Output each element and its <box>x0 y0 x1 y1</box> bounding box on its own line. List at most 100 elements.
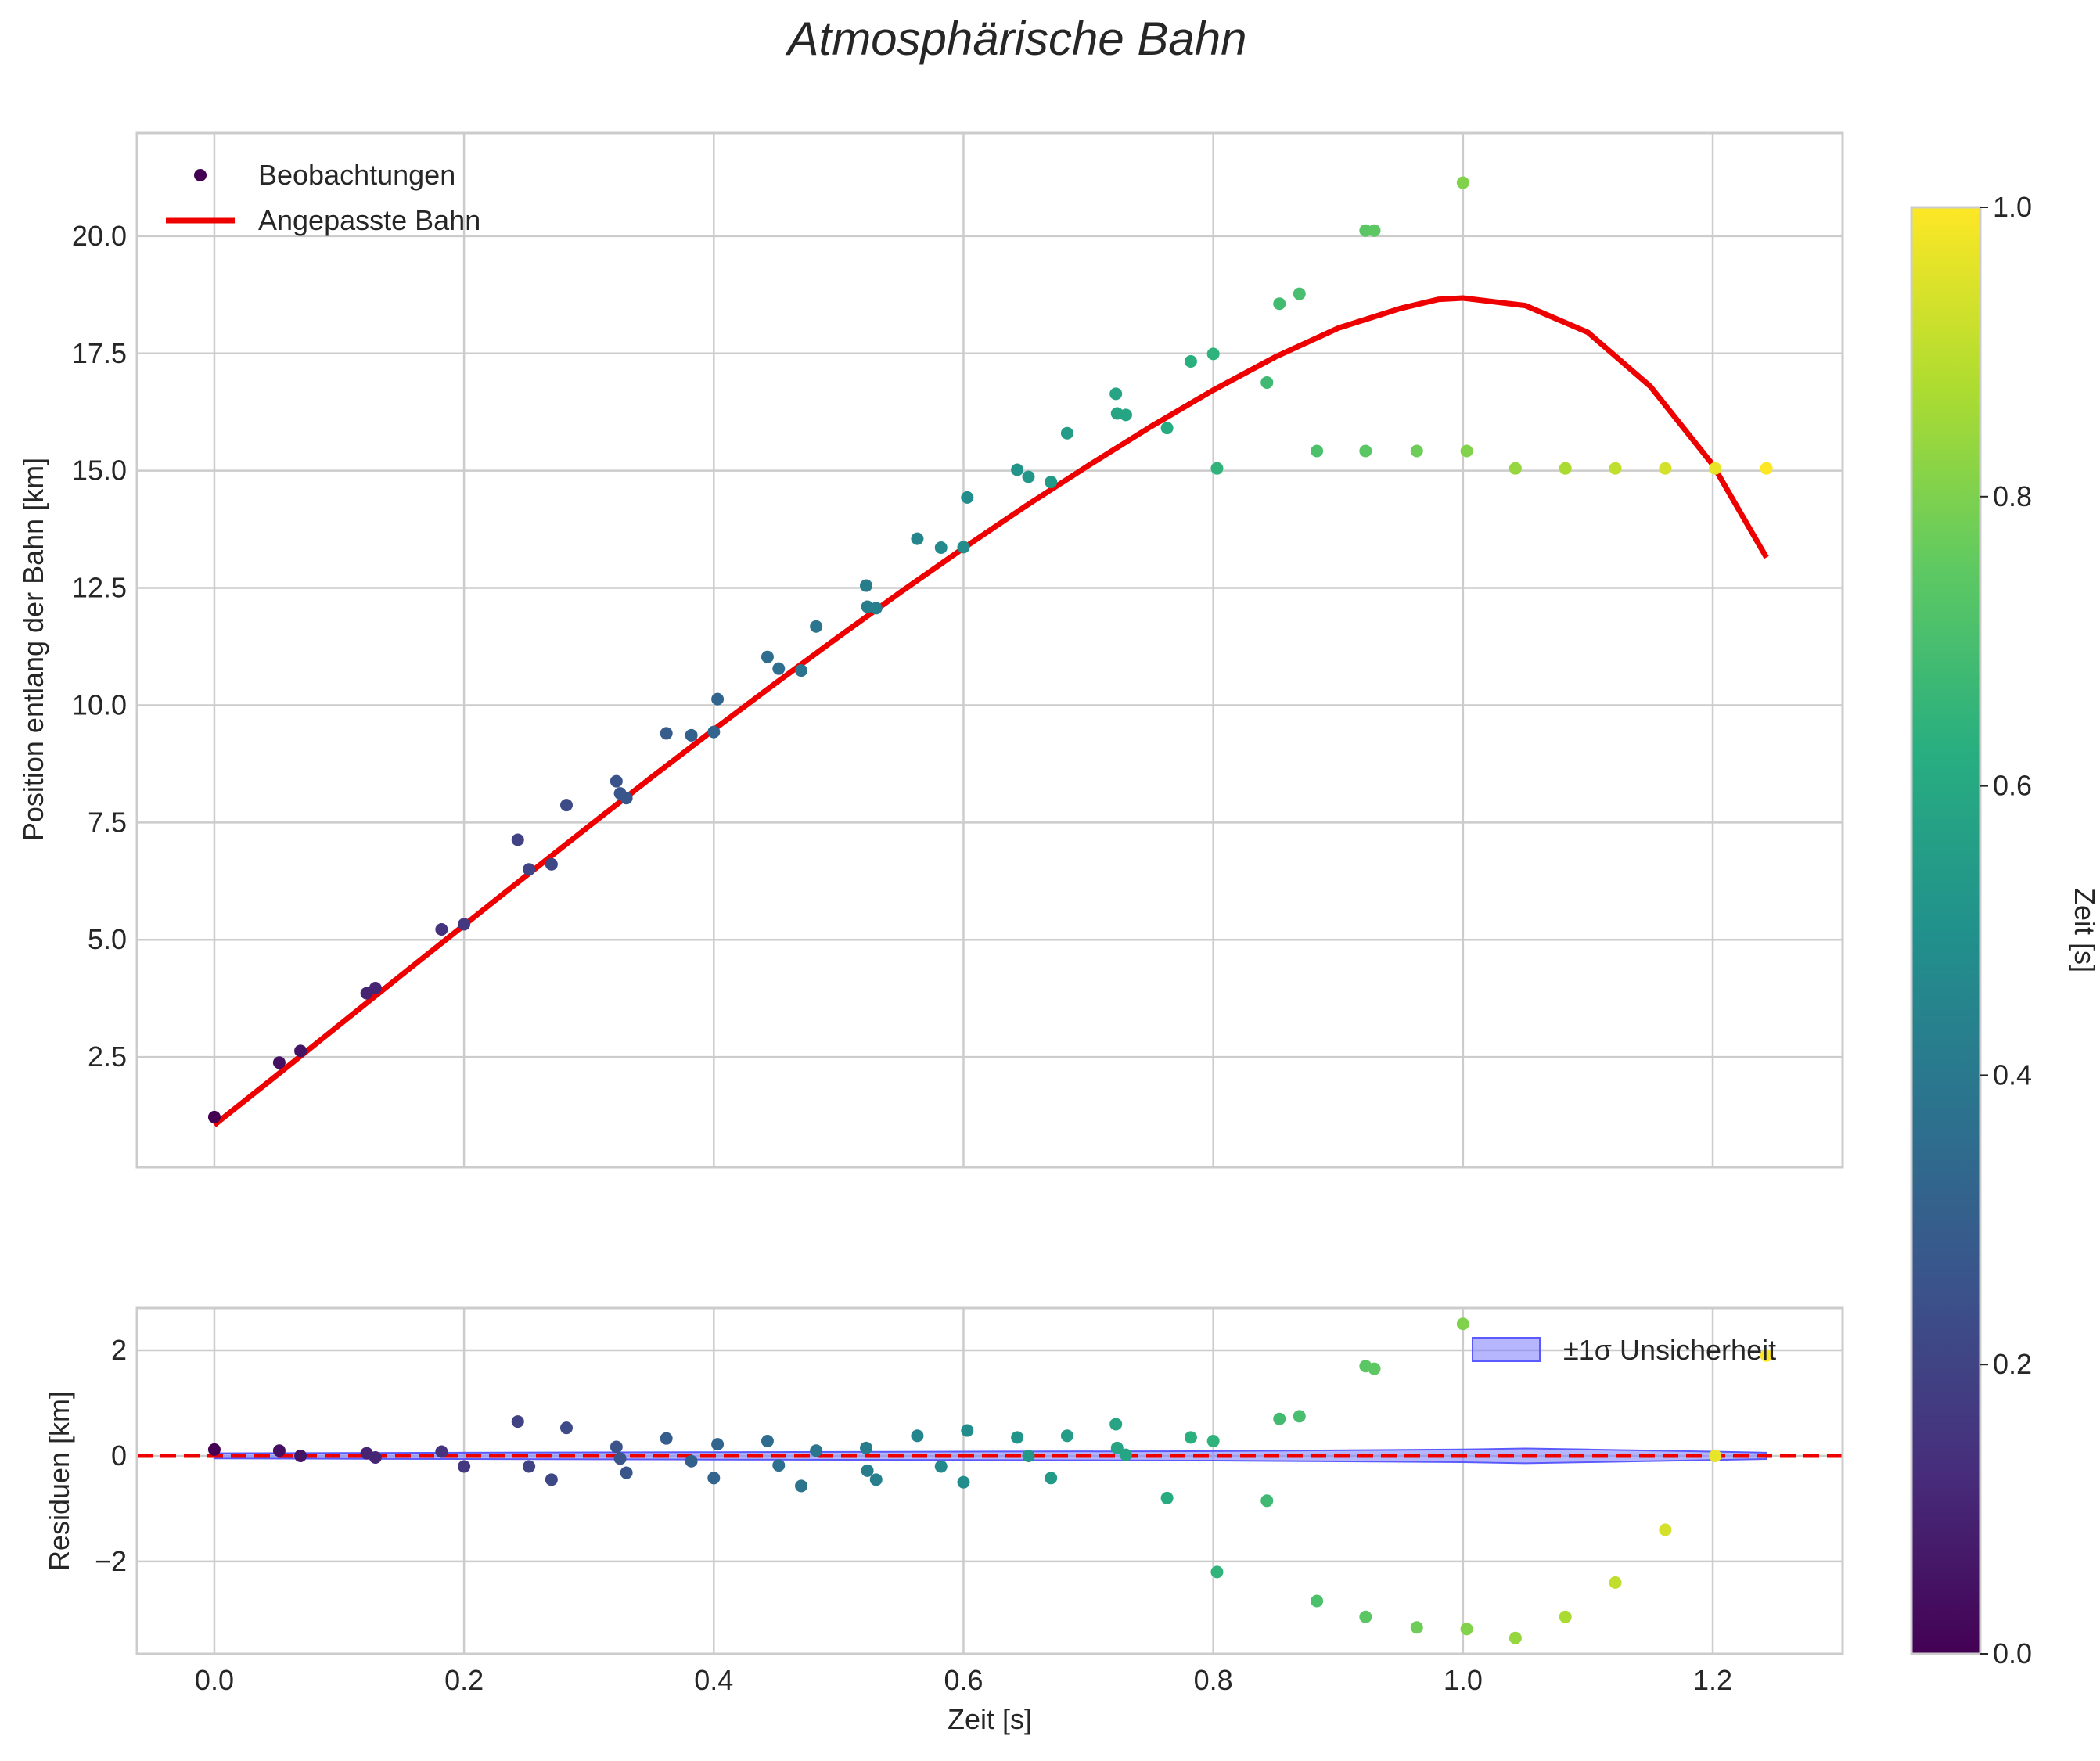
observation-point <box>523 863 536 876</box>
residual-point <box>545 1473 558 1486</box>
x-tick-label: 0.4 <box>694 1664 733 1696</box>
observation-point <box>207 1110 221 1123</box>
residual-point <box>1456 1317 1469 1331</box>
residual-point <box>559 1421 573 1435</box>
colorbar-label: Zeit [s] <box>2069 888 2100 972</box>
residual-point <box>1410 1621 1423 1634</box>
observation-point <box>1293 287 1306 300</box>
residual-y-axis-label: Residuen [km] <box>43 1391 75 1571</box>
residual-point <box>1060 1429 1073 1443</box>
residual-point <box>523 1460 536 1473</box>
main-plot-frame <box>135 131 1844 1169</box>
main-y-tick-label: 15.0 <box>72 455 127 487</box>
observation-point <box>1508 462 1522 475</box>
colorbar <box>1910 206 1982 1655</box>
residual-point <box>911 1429 924 1443</box>
x-tick-label: 1.2 <box>1693 1664 1732 1696</box>
legend-label-uncertainty: ±1σ Unsicherheit <box>1563 1334 1776 1366</box>
main-y-tick-label: 2.5 <box>88 1040 127 1073</box>
colorbar-tick-label: 1.0 <box>1993 191 2032 223</box>
observation-point <box>1045 476 1058 489</box>
residual-point <box>685 1454 698 1468</box>
observation-point <box>772 662 786 675</box>
residual-point <box>1273 1412 1286 1425</box>
observation-point <box>1311 444 1324 458</box>
residual-point <box>1508 1631 1522 1644</box>
residual-point <box>1368 1362 1381 1375</box>
main-plot-grid <box>137 133 1843 1167</box>
observation-point <box>1060 426 1073 440</box>
residual-point <box>860 1441 873 1454</box>
residual-y-tick-label: −2 <box>95 1545 127 1577</box>
residual-point <box>1110 1441 1124 1454</box>
main-y-tick-label: 7.5 <box>88 806 127 838</box>
residual-point <box>711 1438 725 1451</box>
x-tick-label: 0.8 <box>1194 1664 1233 1696</box>
residual-point <box>1460 1623 1473 1636</box>
residual-point <box>1260 1494 1274 1508</box>
residual-y-tick-label: 2 <box>111 1334 127 1366</box>
observation-point <box>1022 470 1035 483</box>
observation-point <box>660 727 673 740</box>
colorbar-tick-label: 0.8 <box>1993 480 2032 512</box>
observation-point <box>610 774 623 788</box>
main-y-axis-label: Position entlang der Bahn [km] <box>17 458 49 841</box>
observation-point <box>860 579 873 592</box>
observation-point <box>1709 462 1722 475</box>
observation-point <box>810 620 823 633</box>
observation-point <box>1210 462 1224 475</box>
residual-point <box>610 1440 623 1454</box>
observation-point <box>1160 422 1174 435</box>
residual-point <box>272 1444 286 1457</box>
colorbar-tick-label: 0.2 <box>1993 1348 2032 1380</box>
observation-point <box>1456 176 1469 189</box>
residual-point <box>620 1466 633 1479</box>
observation-point <box>795 664 808 677</box>
colorbar-ticks: 0.0 0.2 0.4 0.6 0.8 1.0 <box>1980 191 2032 1669</box>
observation-point <box>1273 297 1286 311</box>
residual-point <box>1709 1449 1722 1462</box>
residual-y-tick-label: 0 <box>111 1439 127 1472</box>
residual-legend: ±1σ Unsicherheit <box>1472 1334 1776 1366</box>
observation-points <box>207 176 1773 1123</box>
main-y-tick-label: 10.0 <box>72 688 127 721</box>
x-tick-label: 0.2 <box>444 1664 484 1696</box>
observation-point <box>435 923 448 936</box>
main-y-tick-label: 20.0 <box>72 220 127 252</box>
x-axis-label: Zeit [s] <box>948 1703 1032 1735</box>
residual-point <box>1184 1431 1197 1444</box>
observation-point <box>1760 462 1773 475</box>
colorbar-tick-label: 0.6 <box>1993 770 2032 802</box>
residual-point <box>369 1450 382 1464</box>
observation-point <box>1359 224 1372 237</box>
residual-point <box>810 1444 823 1457</box>
colorbar-tick-label: 0.4 <box>1993 1058 2032 1091</box>
residual-point <box>1659 1523 1672 1536</box>
residual-point <box>795 1479 808 1493</box>
residual-point <box>1210 1565 1224 1579</box>
residual-point <box>1760 1349 1773 1362</box>
residual-point <box>1609 1576 1622 1589</box>
observation-point <box>545 857 558 871</box>
residual-point <box>772 1459 786 1472</box>
observation-point <box>1206 347 1220 361</box>
main-legend: Beobachtungen Angepasste Bahn <box>166 159 480 236</box>
observation-point <box>1368 224 1381 237</box>
residual-point <box>1022 1449 1035 1462</box>
observation-point <box>1359 444 1372 458</box>
observation-point <box>957 541 970 554</box>
figure-title: Atmosphärische Bahn <box>786 13 1247 65</box>
residual-point <box>1011 1431 1024 1444</box>
observation-point <box>458 918 471 931</box>
residual-point <box>294 1449 307 1462</box>
observation-point <box>761 650 774 663</box>
residual-point <box>1206 1435 1220 1448</box>
observation-point <box>934 541 948 554</box>
observation-point <box>1109 387 1123 401</box>
residual-point <box>207 1443 221 1456</box>
residual-point <box>1045 1472 1058 1485</box>
observation-point <box>869 602 883 615</box>
fitted-trajectory-line <box>212 295 1769 1127</box>
